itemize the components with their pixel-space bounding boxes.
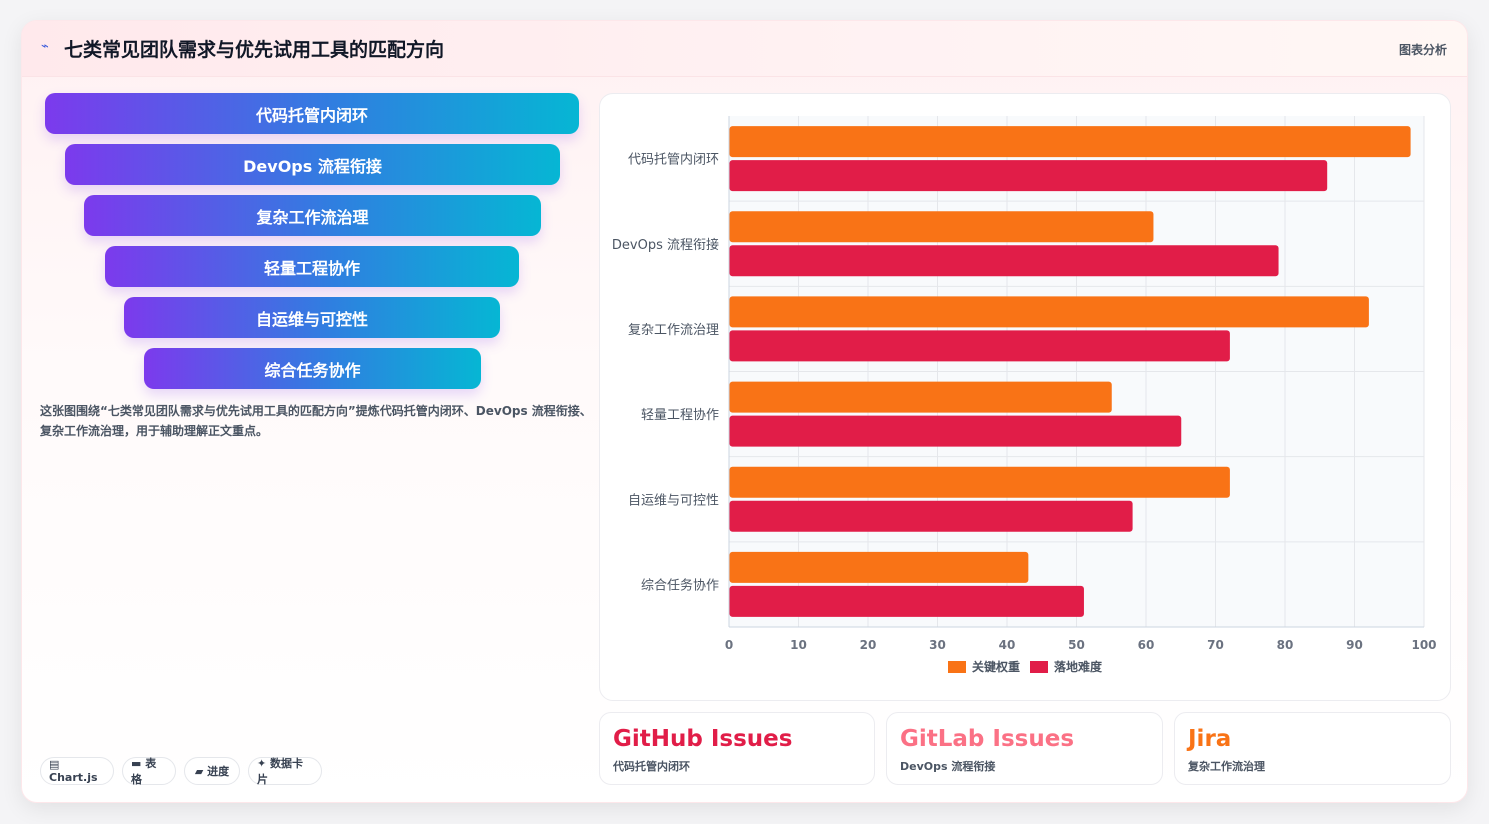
chip-label: ✦ 数据卡片 bbox=[257, 757, 304, 786]
legend-label: 落地难度 bbox=[1054, 659, 1103, 674]
chart-description: 这张图围绕“七类常见团队需求与优先试用工具的匹配方向”提炼代码托管内闭环、Dev… bbox=[40, 404, 592, 438]
funnel-item-label: 代码托管内闭环 bbox=[255, 105, 368, 125]
chip-label: ▬ 表格 bbox=[131, 757, 157, 786]
bar-weight bbox=[729, 126, 1411, 158]
stat-label: 复杂工作流治理 bbox=[1188, 760, 1265, 773]
funnel-item-6: 综合任务协作 bbox=[144, 348, 481, 389]
funnel-item-label: DevOps 流程衔接 bbox=[243, 156, 382, 176]
x-tick-label: 50 bbox=[1068, 638, 1085, 652]
chip-table[interactable]: ▬ 表格 bbox=[122, 757, 176, 786]
chart-panel: 0 10 20 30 40 50 60 70 80 90 100 代码托管内闭环 DevOps 流程衔接… bbox=[599, 93, 1451, 701]
x-tick-label: 90 bbox=[1346, 638, 1363, 652]
funnel-item-5: 自运维与可控性 bbox=[124, 297, 500, 338]
chip-chartjs[interactable]: ▤ Chart.js bbox=[40, 757, 114, 785]
chip-data-card[interactable]: ✦ 数据卡片 bbox=[248, 757, 322, 786]
legend-swatch bbox=[1030, 661, 1048, 673]
stat-label: 代码托管内闭环 bbox=[613, 760, 690, 773]
bar-chart: 0 10 20 30 40 50 60 70 80 90 100 代码托管内闭环 DevOps 流程衔接… bbox=[612, 116, 1437, 674]
x-tick-label: 100 bbox=[1411, 638, 1436, 652]
funnel-item-2: DevOps 流程衔接 bbox=[65, 144, 560, 185]
chart-analysis-tag: 图表分析 bbox=[1398, 43, 1447, 57]
stat-value: GitHub Issues bbox=[613, 726, 793, 752]
y-tick-label: DevOps 流程衔接 bbox=[612, 237, 719, 253]
x-tick-label: 20 bbox=[860, 638, 877, 652]
bar-weight bbox=[729, 211, 1154, 243]
trend-icon: ⌁ bbox=[41, 39, 49, 54]
y-tick-label: 复杂工作流治理 bbox=[628, 323, 719, 338]
bar-difficulty bbox=[729, 585, 1084, 617]
chip-progress[interactable]: ▰ 进度 bbox=[184, 757, 240, 785]
y-tick-label: 综合任务协作 bbox=[641, 577, 719, 593]
y-tick-label: 轻量工程协作 bbox=[641, 408, 719, 423]
funnel-item-label: 综合任务协作 bbox=[264, 360, 361, 380]
stat-card-github: GitHub Issues 代码托管内闭环 bbox=[599, 712, 875, 785]
bar-difficulty bbox=[729, 160, 1328, 192]
y-tick-label: 代码托管内闭环 bbox=[628, 152, 719, 168]
funnel-item-label: 复杂工作流治理 bbox=[256, 207, 369, 227]
x-tick-label: 80 bbox=[1277, 638, 1294, 652]
stat-label: DevOps 流程衔接 bbox=[900, 760, 996, 773]
stat-card-jira: Jira 复杂工作流治理 bbox=[1174, 712, 1451, 785]
bar-weight bbox=[729, 381, 1112, 413]
x-tick-label: 60 bbox=[1138, 638, 1155, 652]
stat-value: Jira bbox=[1188, 726, 1232, 752]
y-tick-label: 自运维与可控性 bbox=[628, 493, 719, 508]
bar-difficulty bbox=[729, 415, 1182, 447]
legend-swatch bbox=[948, 661, 966, 673]
funnel-item-label: 轻量工程协作 bbox=[263, 258, 360, 278]
chip-label: ▤ Chart.js bbox=[49, 758, 98, 784]
stat-value: GitLab Issues bbox=[900, 726, 1075, 752]
bar-difficulty bbox=[729, 330, 1230, 362]
x-tick-label: 30 bbox=[929, 638, 946, 652]
bar-weight bbox=[729, 466, 1230, 498]
funnel-item-label: 自运维与可控性 bbox=[255, 309, 368, 329]
chip-label: ▰ 进度 bbox=[194, 765, 230, 778]
x-tick-label: 70 bbox=[1207, 638, 1224, 652]
x-tick-label: 40 bbox=[999, 638, 1016, 652]
funnel-item-3: 复杂工作流治理 bbox=[84, 195, 541, 236]
card-header: ⌁ 七类常见团队需求与优先试用工具的匹配方向 图表分析 bbox=[22, 21, 1467, 77]
funnel-item-4: 轻量工程协作 bbox=[105, 246, 519, 287]
main-card: ⌁ 七类常见团队需求与优先试用工具的匹配方向 图表分析 代码托管内闭环 DevO… bbox=[21, 20, 1468, 803]
stat-card-gitlab: GitLab Issues DevOps 流程衔接 bbox=[886, 712, 1163, 785]
legend-label: 关键权重 bbox=[972, 659, 1020, 674]
page-title: 七类常见团队需求与优先试用工具的匹配方向 bbox=[64, 39, 445, 61]
bar-weight bbox=[729, 296, 1369, 328]
bar-difficulty bbox=[729, 500, 1133, 532]
bar-difficulty bbox=[729, 245, 1279, 277]
x-tick-label: 10 bbox=[790, 638, 807, 652]
x-tick-label: 0 bbox=[725, 638, 733, 652]
bar-weight bbox=[729, 551, 1029, 583]
funnel-item-1: 代码托管内闭环 bbox=[45, 93, 579, 134]
